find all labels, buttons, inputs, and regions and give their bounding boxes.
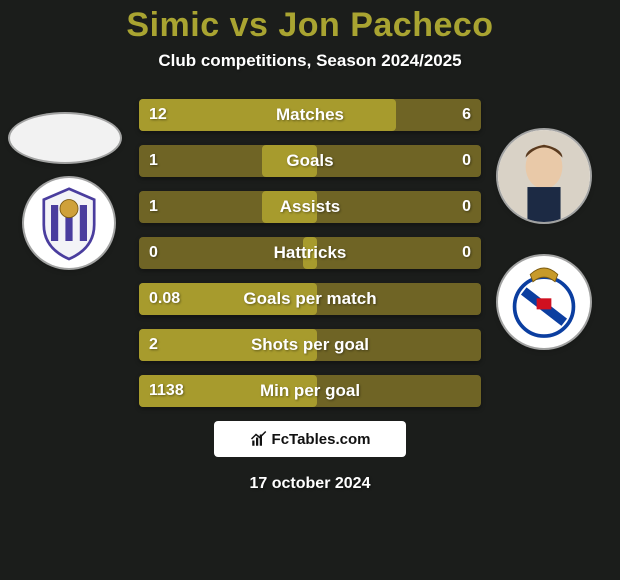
stat-bar-left <box>303 237 310 269</box>
stat-bar-right <box>310 191 317 223</box>
stat-value-right: 6 <box>462 99 471 131</box>
stat-row: 1138Min per goal <box>139 375 481 407</box>
stat-value-right: 0 <box>462 191 471 223</box>
chart-icon <box>250 430 268 448</box>
page-title: Simic vs Jon Pacheco <box>0 6 620 45</box>
stat-bar-right <box>310 145 317 177</box>
stat-row: 10Goals <box>139 145 481 177</box>
stat-value-left: 0.08 <box>149 283 180 315</box>
stat-value-left: 1 <box>149 145 158 177</box>
stat-row: 10Assists <box>139 191 481 223</box>
page-subtitle: Club competitions, Season 2024/2025 <box>0 51 620 71</box>
site-badge-label: FcTables.com <box>272 431 371 448</box>
stat-value-right: 0 <box>462 237 471 269</box>
stat-row: 126Matches <box>139 99 481 131</box>
stat-bar-right <box>310 329 317 361</box>
stat-row: 00Hattricks <box>139 237 481 269</box>
stat-bar-left <box>262 145 310 177</box>
stat-value-left: 12 <box>149 99 167 131</box>
stat-value-left: 1138 <box>149 375 184 407</box>
stat-bar-right <box>310 237 317 269</box>
stat-value-left: 1 <box>149 191 158 223</box>
footer-date: 17 october 2024 <box>0 475 620 493</box>
site-badge[interactable]: FcTables.com <box>214 421 406 457</box>
stat-bar-right <box>310 375 317 407</box>
stat-value-left: 0 <box>149 237 158 269</box>
stat-value-right: 0 <box>462 145 471 177</box>
stat-bar-left <box>139 329 310 361</box>
stats-table: 126Matches10Goals10Assists00Hattricks0.0… <box>0 99 620 407</box>
stat-row: 0.08Goals per match <box>139 283 481 315</box>
comparison-card: Simic vs Jon Pacheco Club competitions, … <box>0 0 620 580</box>
stat-bar-right <box>310 99 396 131</box>
stat-value-left: 2 <box>149 329 158 361</box>
stat-bar-left <box>262 191 310 223</box>
stat-row: 2Shots per goal <box>139 329 481 361</box>
stat-bar-right <box>310 283 317 315</box>
